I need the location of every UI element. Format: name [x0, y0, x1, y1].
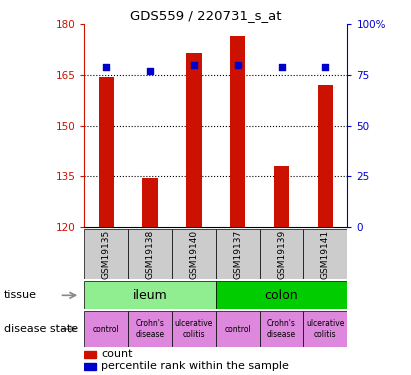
FancyBboxPatch shape — [128, 311, 172, 347]
Bar — [142, 178, 158, 227]
Text: GSM19139: GSM19139 — [277, 230, 286, 279]
Text: Crohn's
disease: Crohn's disease — [267, 320, 296, 339]
Text: ulcerative
colitis: ulcerative colitis — [175, 320, 213, 339]
Text: GSM19137: GSM19137 — [233, 230, 242, 279]
Bar — [99, 77, 114, 227]
Text: ileum: ileum — [133, 289, 167, 302]
Bar — [318, 85, 333, 227]
Text: tissue: tissue — [4, 290, 37, 300]
Point — [234, 62, 241, 68]
Text: colon: colon — [265, 289, 298, 302]
Text: percentile rank within the sample: percentile rank within the sample — [102, 362, 289, 372]
Point — [103, 64, 109, 70]
Bar — [274, 166, 289, 227]
FancyBboxPatch shape — [216, 311, 260, 347]
Bar — [186, 53, 201, 227]
Point — [147, 68, 153, 74]
FancyBboxPatch shape — [216, 281, 347, 309]
Text: count: count — [102, 350, 133, 359]
Bar — [84, 363, 96, 370]
Point — [191, 62, 197, 68]
FancyBboxPatch shape — [84, 229, 128, 279]
FancyBboxPatch shape — [84, 311, 128, 347]
Text: GSM19141: GSM19141 — [321, 230, 330, 279]
FancyBboxPatch shape — [303, 229, 347, 279]
Bar — [230, 36, 245, 227]
FancyBboxPatch shape — [303, 311, 347, 347]
Text: disease state: disease state — [4, 324, 78, 334]
Point — [278, 64, 285, 70]
FancyBboxPatch shape — [216, 229, 260, 279]
FancyBboxPatch shape — [128, 229, 172, 279]
Text: GSM19140: GSM19140 — [189, 230, 199, 279]
FancyBboxPatch shape — [172, 229, 216, 279]
Text: control: control — [93, 324, 120, 334]
Bar — [84, 351, 96, 358]
Text: GSM19135: GSM19135 — [102, 230, 111, 279]
FancyBboxPatch shape — [260, 311, 303, 347]
Text: control: control — [224, 324, 251, 334]
Point — [322, 64, 329, 70]
Text: GSM19138: GSM19138 — [145, 230, 155, 279]
FancyBboxPatch shape — [172, 311, 216, 347]
Text: ulcerative
colitis: ulcerative colitis — [306, 320, 344, 339]
FancyBboxPatch shape — [84, 281, 216, 309]
Text: Crohn's
disease: Crohn's disease — [136, 320, 164, 339]
FancyBboxPatch shape — [260, 229, 303, 279]
Text: GDS559 / 220731_s_at: GDS559 / 220731_s_at — [130, 9, 281, 22]
